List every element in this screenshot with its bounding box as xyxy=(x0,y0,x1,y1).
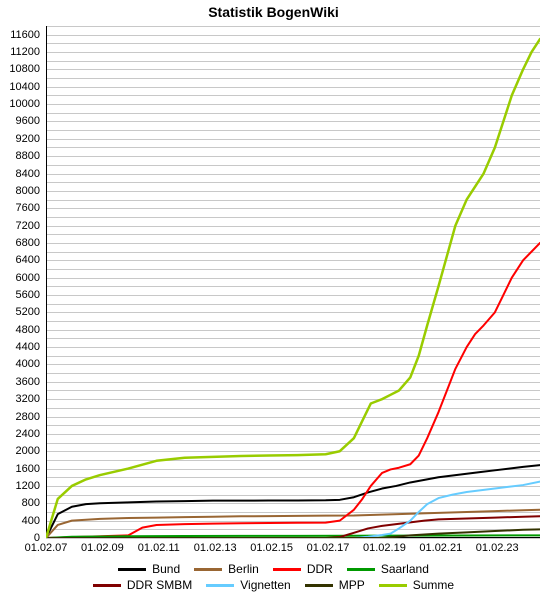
series-ddr xyxy=(46,243,540,538)
legend-row: DDR SMBM Vignetten MPP Summe xyxy=(0,578,547,592)
y-tick-label: 6800 xyxy=(16,237,40,249)
y-tick-label: 10400 xyxy=(9,81,40,93)
legend-row: Bund Berlin DDR Saarland xyxy=(0,562,547,576)
y-tick-label: 1200 xyxy=(16,480,40,492)
legend-swatch xyxy=(118,568,146,571)
y-tick-label: 8800 xyxy=(16,150,40,162)
legend-swatch xyxy=(347,568,375,571)
x-tick-label: 01.02.19 xyxy=(363,542,406,554)
series-vignetten xyxy=(46,482,540,538)
series-berlin xyxy=(46,510,540,538)
y-tick-label: 9600 xyxy=(16,115,40,127)
x-tick-label: 01.02.07 xyxy=(25,542,68,554)
legend-swatch xyxy=(305,584,333,587)
y-tick-label: 11200 xyxy=(10,46,40,58)
legend-item-ddr-smbm: DDR SMBM xyxy=(93,578,192,592)
y-tick-label: 7200 xyxy=(16,220,40,232)
plot-area: 0400800120016002000240028003200360040004… xyxy=(46,26,540,538)
y-tick-label: 5600 xyxy=(16,289,40,301)
y-tick-label: 2400 xyxy=(16,428,40,440)
chart-title: Statistik BogenWiki xyxy=(0,4,547,20)
y-tick-label: 4400 xyxy=(16,341,40,353)
y-tick-label: 8000 xyxy=(16,185,40,197)
legend-swatch xyxy=(379,584,407,587)
y-tick-label: 10800 xyxy=(9,63,40,75)
y-tick-label: 10000 xyxy=(9,98,40,110)
legend-swatch xyxy=(194,568,222,571)
x-tick-label: 01.02.11 xyxy=(138,542,180,554)
legend-label: DDR SMBM xyxy=(127,578,192,592)
chart-container: Statistik BogenWiki 04008001200160020002… xyxy=(0,0,547,600)
y-tick-label: 5200 xyxy=(16,306,40,318)
series-summe xyxy=(46,39,540,538)
legend-label: MPP xyxy=(339,578,365,592)
legend-label: DDR xyxy=(307,562,333,576)
y-tick-label: 3200 xyxy=(16,393,40,405)
series-bund xyxy=(46,465,540,538)
legend-label: Summe xyxy=(413,578,454,592)
legend-swatch xyxy=(93,584,121,587)
legend-item-vignetten: Vignetten xyxy=(206,578,291,592)
legend-label: Berlin xyxy=(228,562,259,576)
legend: Bund Berlin DDR Saarland DDR SMBM Vignetten MP… xyxy=(0,560,547,592)
y-tick-label: 6000 xyxy=(16,272,40,284)
y-tick-label: 9200 xyxy=(16,133,40,145)
legend-item-mpp: MPP xyxy=(305,578,365,592)
y-tick-label: 1600 xyxy=(16,463,40,475)
x-tick-label: 01.02.09 xyxy=(81,542,124,554)
y-tick-label: 4800 xyxy=(16,324,40,336)
gridline xyxy=(46,538,540,539)
x-tick-label: 01.02.17 xyxy=(307,542,350,554)
y-tick-label: 7600 xyxy=(16,202,40,214)
x-tick-label: 01.02.13 xyxy=(194,542,237,554)
legend-swatch xyxy=(273,568,301,571)
legend-item-summe: Summe xyxy=(379,578,454,592)
y-tick-label: 6400 xyxy=(16,254,40,266)
legend-swatch xyxy=(206,584,234,587)
y-tick-label: 2800 xyxy=(16,411,40,423)
y-tick-label: 3600 xyxy=(16,376,40,388)
y-tick-label: 400 xyxy=(22,515,40,527)
y-tick-label: 11600 xyxy=(10,29,40,41)
legend-item-berlin: Berlin xyxy=(194,562,259,576)
y-tick-label: 800 xyxy=(22,497,40,509)
y-tick-label: 8400 xyxy=(16,168,40,180)
legend-item-saarland: Saarland xyxy=(347,562,429,576)
y-tick-label: 4000 xyxy=(16,358,40,370)
legend-label: Bund xyxy=(152,562,180,576)
legend-item-ddr: DDR xyxy=(273,562,333,576)
legend-label: Vignetten xyxy=(240,578,291,592)
legend-label: Saarland xyxy=(381,562,429,576)
y-tick-label: 2000 xyxy=(16,445,40,457)
x-tick-label: 01.02.23 xyxy=(476,542,519,554)
legend-item-bund: Bund xyxy=(118,562,180,576)
x-tick-label: 01.02.21 xyxy=(419,542,462,554)
line-layer xyxy=(46,26,540,538)
x-tick-label: 01.02.15 xyxy=(250,542,293,554)
